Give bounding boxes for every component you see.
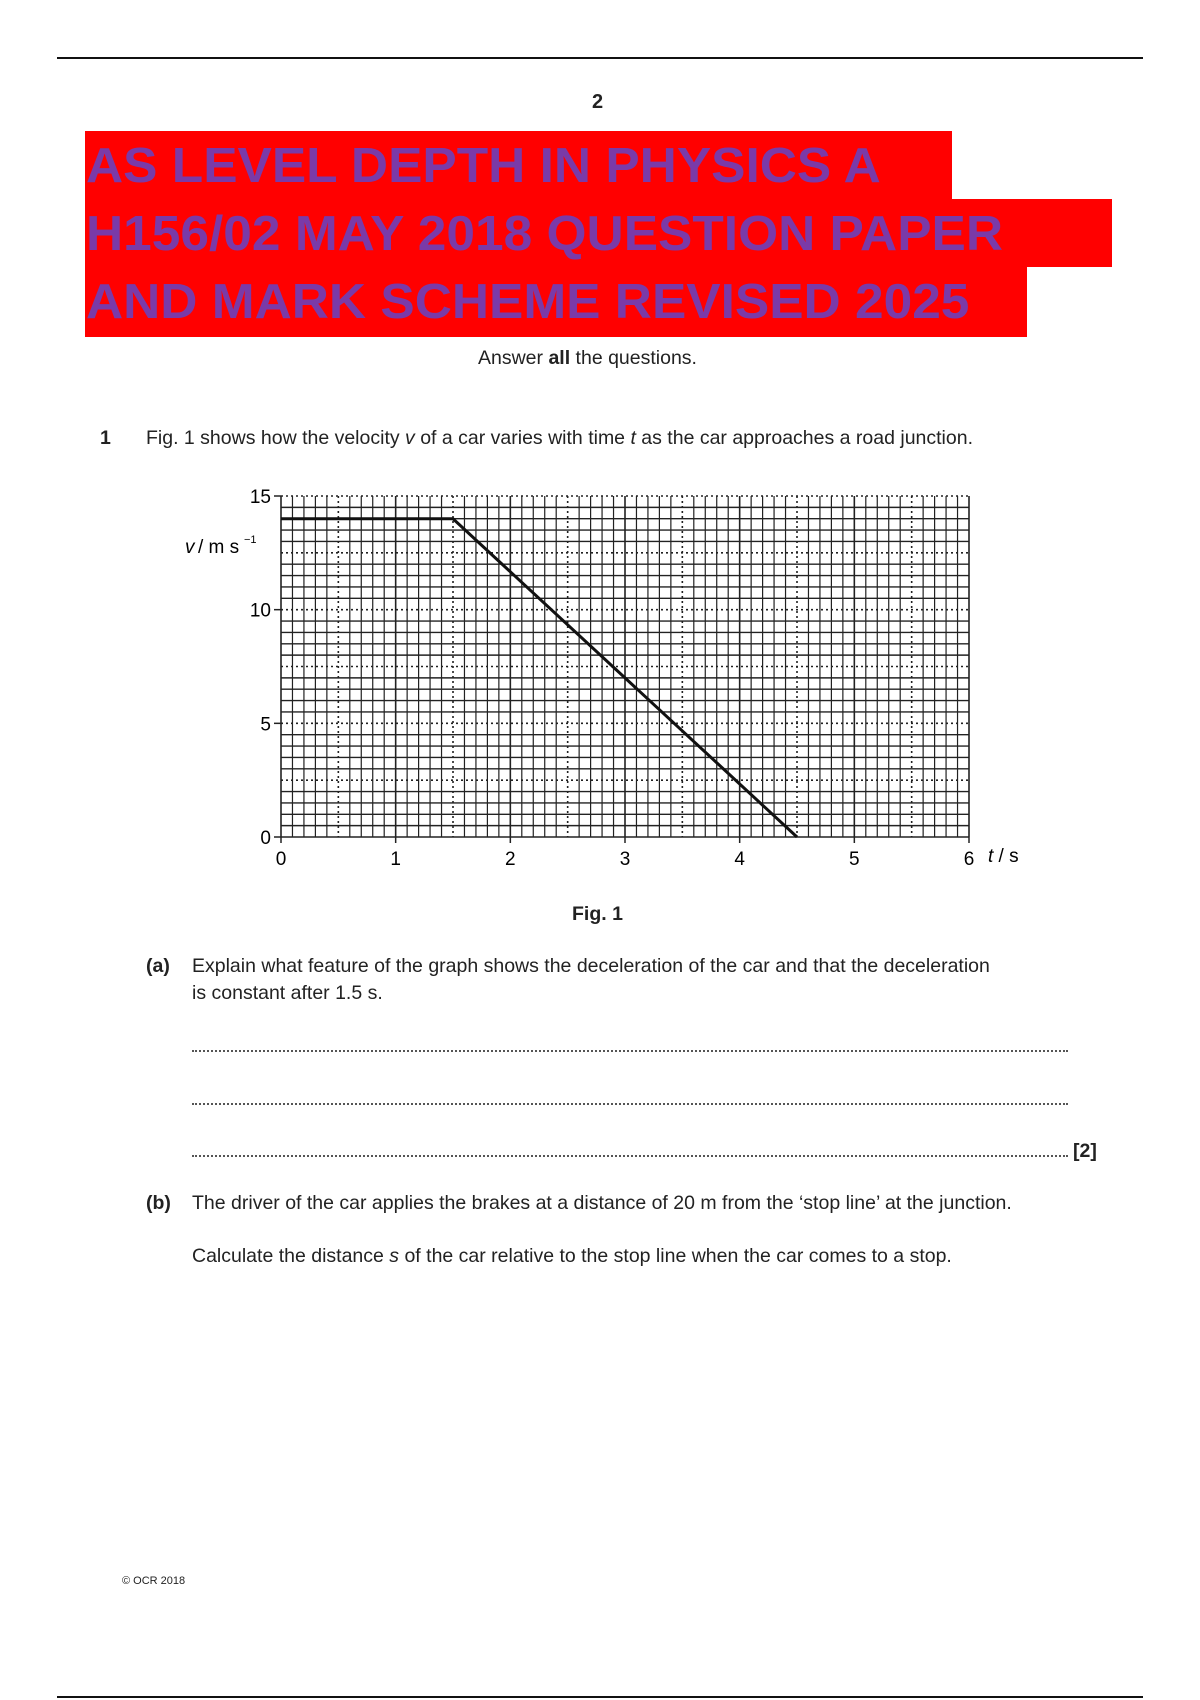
y-axis-unit-exp: −1 [244, 534, 257, 546]
x-tick-label: 0 [276, 849, 287, 870]
banner-line-3: AND MARK SCHEME REVISED 2025 [86, 275, 970, 329]
answer-line-3[interactable] [192, 1155, 1068, 1157]
banner-line-1: AS LEVEL DEPTH IN PHYSICS A [86, 139, 881, 193]
instruction: Answer all the questions. [478, 347, 697, 370]
part-b-label: (b) [146, 1192, 171, 1214]
b-text-1: Calculate the distance [192, 1245, 390, 1267]
answer-line-1[interactable] [192, 1050, 1068, 1052]
x-tick-label: 3 [620, 849, 631, 870]
instruction-text: Answer [478, 347, 549, 369]
q-text-3: as the car approaches a road junction. [635, 427, 974, 449]
question-number: 1 [100, 427, 111, 449]
figure-caption: Fig. 1 [572, 903, 623, 925]
top-rule [57, 57, 1143, 59]
q-text-1: Fig. 1 shows how the velocity [146, 427, 406, 449]
part-a-text-2: is constant after 1.5 s. [192, 982, 383, 1004]
q-var-v: v [405, 427, 415, 449]
part-b-text: The driver of the car applies the brakes… [192, 1192, 1012, 1214]
velocity-line [281, 517, 799, 839]
x-tick-label: 5 [849, 849, 860, 870]
x-tick-label: 4 [734, 849, 745, 870]
part-a-text-1: Explain what feature of the graph shows … [192, 955, 990, 977]
copyright: © OCR 2018 [122, 1575, 186, 1587]
answer-line-2[interactable] [192, 1103, 1068, 1105]
x-axis-label: t / s [988, 846, 1019, 867]
q-text-2: of a car varies with time [414, 427, 631, 449]
b-var-s: s [389, 1245, 400, 1267]
q-var-t: t [630, 427, 636, 449]
x-tick-label: 2 [505, 849, 516, 870]
y-axis-label: v [185, 537, 196, 558]
x-tick-label: 6 [964, 849, 975, 870]
graph-grid [280, 495, 970, 838]
y-tick-label: 0 [260, 828, 271, 849]
x-tick-label: 1 [390, 849, 401, 870]
y-tick-label: 15 [250, 487, 271, 508]
y-tick-label: 5 [260, 714, 271, 735]
b-text-2: of the car relative to the stop line whe… [399, 1245, 952, 1267]
y-axis-unit: / m s [198, 537, 239, 558]
question-text: Fig. 1 shows how the velocity v of a car… [146, 427, 973, 450]
part-a-marks: [2] [1073, 1140, 1097, 1162]
page-number: 2 [592, 91, 604, 113]
instruction-bold: all [548, 347, 571, 369]
axis-ticks: 0 1 2 3 4 5 6 0 5 10 15 [250, 487, 974, 870]
part-a-label: (a) [146, 955, 170, 977]
velocity-time-graph: 0 1 2 3 4 5 6 0 5 10 15 v / m s −1 t / s [185, 487, 1019, 870]
instruction-text-end: the questions. [570, 347, 697, 369]
bottom-rule [57, 1696, 1143, 1698]
banner-line-2: H156/02 MAY 2018 QUESTION PAPER [86, 207, 1003, 261]
part-b-text-2: Calculate the distance s of the car rela… [192, 1245, 952, 1268]
series [281, 517, 799, 839]
y-tick-label: 10 [250, 601, 271, 622]
